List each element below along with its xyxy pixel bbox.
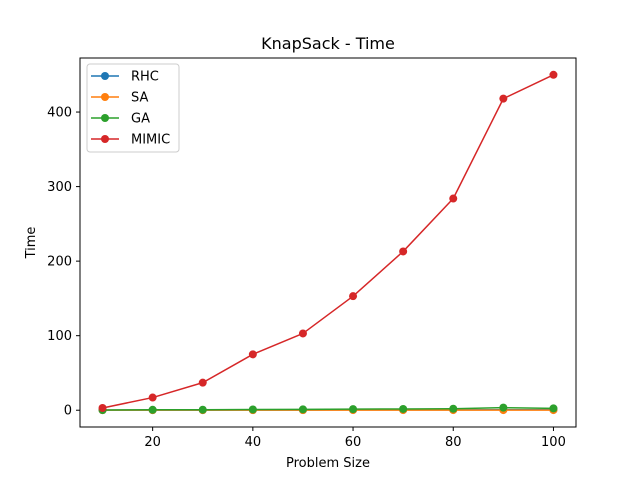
data-point-ga [198,405,207,414]
data-point-ga [349,405,358,414]
data-point-mimic [198,378,207,387]
legend-frame [86,63,180,153]
data-point-mimic [549,70,558,79]
axis-ticks: 20 40 60 80 100 0 100 200 300 400 [47,106,566,450]
y-axis-label: Time [24,227,39,260]
legend-label-sa: SA [131,91,148,106]
legend-marker-ga [101,114,109,122]
legend-item-mimic: MIMIC [91,133,170,148]
data-point-mimic [449,194,458,203]
data-point-mimic [98,403,107,412]
y-tick-label: 100 [47,329,72,344]
data-point-mimic [148,393,157,402]
legend-label-mimic: MIMIC [131,133,170,148]
series-ga [98,403,558,415]
y-tick-label: 400 [47,106,72,121]
plot-area [79,57,577,428]
x-tick-label: 20 [144,435,161,450]
data-point-ga [499,403,508,412]
data-point-mimic [298,329,307,338]
data-point-ga [549,404,558,413]
data-point-ga [449,404,458,413]
legend-item-rhc: RHC [91,70,159,85]
data-point-ga [399,404,408,413]
legend-label-ga: GA [131,112,150,127]
data-point-ga [148,405,157,414]
axes-frame [79,57,577,428]
y-tick-label: 200 [47,255,72,270]
legend-marker-mimic [101,135,109,143]
data-point-ga [298,405,307,414]
x-tick-label: 80 [445,435,462,450]
series-line-ga [102,406,554,411]
legend-label-rhc: RHC [131,70,159,85]
legend-marker-sa [101,93,109,101]
data-point-mimic [349,292,358,301]
y-tick-label: 0 [64,404,72,419]
data-point-ga [248,405,257,414]
series-layer [98,70,558,415]
x-tick-label: 40 [245,435,262,450]
data-point-mimic [499,94,508,103]
data-point-mimic [399,247,408,256]
y-tick-label: 300 [47,180,72,195]
x-axis-label: Problem Size [286,456,370,471]
data-point-mimic [248,350,257,359]
x-tick-label: 100 [541,435,566,450]
legend-marker-rhc [101,72,109,80]
chart-title: KnapSack - Time [261,34,395,53]
legend-item-ga: GA [91,112,150,127]
x-tick-label: 60 [345,435,362,450]
legend-item-sa: SA [91,91,148,106]
series-line-mimic [102,74,554,409]
legend: RHC SA GA MIMIC [86,63,180,153]
series-mimic [98,70,558,412]
